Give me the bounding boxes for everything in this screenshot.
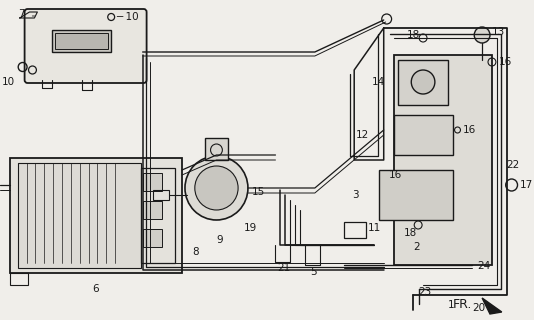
Text: 19: 19 — [244, 223, 257, 233]
Bar — [153, 190, 169, 200]
Text: 2: 2 — [413, 242, 420, 252]
Circle shape — [195, 166, 238, 210]
Bar — [344, 222, 366, 238]
Bar — [143, 173, 162, 191]
Text: 10: 10 — [2, 77, 15, 87]
Circle shape — [411, 70, 435, 94]
Bar — [143, 229, 162, 247]
Text: FR.: FR. — [453, 299, 472, 311]
Text: 24: 24 — [477, 261, 490, 271]
Text: ─ 10: ─ 10 — [116, 12, 139, 22]
Text: 6: 6 — [92, 284, 99, 294]
Circle shape — [474, 27, 490, 43]
Text: 17: 17 — [520, 180, 533, 190]
Text: 22: 22 — [507, 160, 520, 170]
Text: 14: 14 — [372, 77, 385, 87]
Text: 16: 16 — [499, 57, 512, 67]
Text: 5: 5 — [310, 267, 317, 277]
Text: 9: 9 — [216, 235, 223, 245]
Text: 18: 18 — [406, 30, 420, 40]
Bar — [18, 163, 140, 268]
Bar — [398, 60, 447, 105]
Bar — [394, 55, 492, 265]
Text: 13: 13 — [492, 27, 505, 37]
Text: 21: 21 — [278, 263, 290, 273]
Bar — [394, 115, 453, 155]
Text: 16: 16 — [389, 170, 402, 180]
FancyBboxPatch shape — [25, 9, 147, 83]
Bar — [394, 240, 411, 254]
Polygon shape — [482, 298, 502, 314]
Text: 11: 11 — [368, 223, 381, 233]
Bar — [379, 170, 453, 220]
Bar — [10, 273, 28, 285]
Text: 12: 12 — [356, 130, 370, 140]
Text: 16: 16 — [462, 125, 476, 135]
Bar — [10, 158, 182, 273]
Circle shape — [185, 156, 248, 220]
Bar — [140, 168, 175, 263]
Bar — [55, 33, 108, 49]
Text: 15: 15 — [252, 187, 265, 197]
Bar — [205, 138, 228, 160]
Bar — [143, 201, 162, 219]
Text: 20: 20 — [472, 303, 485, 313]
Text: 18: 18 — [403, 228, 417, 238]
Bar — [52, 30, 111, 52]
Text: 23: 23 — [418, 287, 431, 297]
Text: 3: 3 — [352, 190, 359, 200]
Text: 8: 8 — [192, 247, 199, 257]
Text: 1: 1 — [447, 300, 454, 310]
Text: 7: 7 — [18, 9, 25, 19]
